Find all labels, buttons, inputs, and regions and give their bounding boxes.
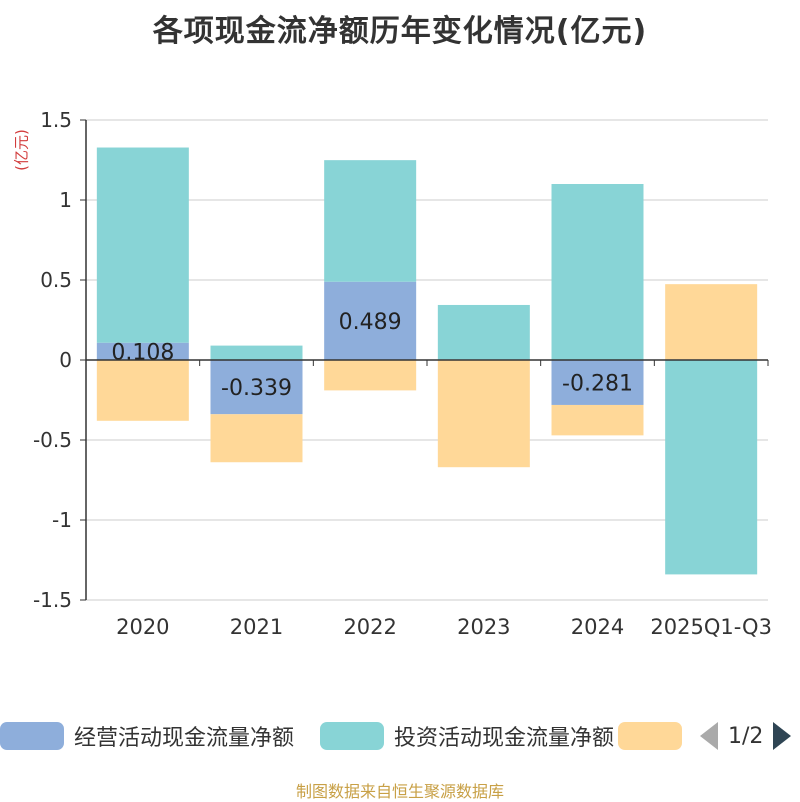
bar-series0-2020 [96,342,189,360]
y-tick-label: -0.5 [33,428,72,452]
legend-label-operating: 经营活动现金流量净额 [74,726,295,751]
data-label: -0.281 [562,371,633,396]
legend: 经营活动现金流量净额 投资活动现金流量净额 1/2 [0,716,800,756]
bar-series2-2020 [96,360,189,421]
bar-series0-2024 [551,360,644,405]
x-tick-label: 2025Q1-Q3 [650,615,772,639]
legend-swatch-investing [320,722,384,750]
bar-series1-2025Q1-Q3 [665,360,758,575]
chart-title: 各项现金流净额历年变化情况(亿元) [152,14,648,49]
y-tick-label: 1 [59,188,72,212]
bar-series1-2020 [96,147,189,343]
y-tick-label: -1.5 [33,588,72,612]
bar-series0-2021 [210,360,303,415]
legend-next-page-icon[interactable] [773,722,792,750]
bar-series2-2025Q1-Q3 [665,284,758,360]
legend-page-indicator: 1/2 [728,723,764,749]
bar-series0-2022 [324,281,417,360]
x-tick-label: 2024 [571,615,624,639]
legend-pager: 1/2 [700,716,800,756]
bar-series1-2021 [210,345,303,360]
legend-swatch-operating [0,722,64,750]
legend-swatch-financing [618,722,682,750]
y-tick-label: 0.5 [40,268,72,292]
data-label: 0.108 [111,340,174,365]
bar-series2-2022 [324,360,417,391]
bar-series1-2023 [437,304,530,360]
x-tick-label: 2021 [230,615,283,639]
bar-chart: 1.5 1 0.5 0 -0.5 -1 -1.5 0.108 2020 -0.339 2021 0.4… [33,108,772,639]
bar-series2-2024 [551,404,644,436]
legend-item-investing[interactable]: 投资活动现金流量净额 [320,716,614,756]
data-label: -0.339 [221,376,292,401]
legend-item-operating[interactable]: 经营活动现金流量净额 [0,716,294,756]
y-tick-label: 1.5 [40,108,72,132]
bar-series1-2022 [324,160,417,282]
x-tick-label: 2023 [457,615,510,639]
legend-prev-page-icon[interactable] [700,722,718,750]
y-tick-label: 0 [59,348,72,372]
bar-series2-2021 [210,414,303,463]
data-source-note: 制图数据来自恒生聚源数据库 [295,782,504,801]
x-tick-label: 2020 [116,615,169,639]
bar-series1-2024 [551,184,644,360]
legend-label-investing: 投资活动现金流量净额 [394,726,615,751]
x-tick-label: 2022 [343,615,396,639]
y-tick-label: -1 [52,508,72,532]
data-label: 0.489 [339,310,402,335]
bar-series2-2023 [437,360,530,468]
legend-item-financing[interactable] [618,716,682,756]
